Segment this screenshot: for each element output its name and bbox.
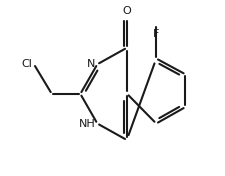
Text: NH: NH [79,119,95,128]
Text: O: O [122,6,131,16]
Text: Cl: Cl [21,59,32,69]
Text: F: F [153,29,160,39]
Text: N: N [87,59,95,69]
